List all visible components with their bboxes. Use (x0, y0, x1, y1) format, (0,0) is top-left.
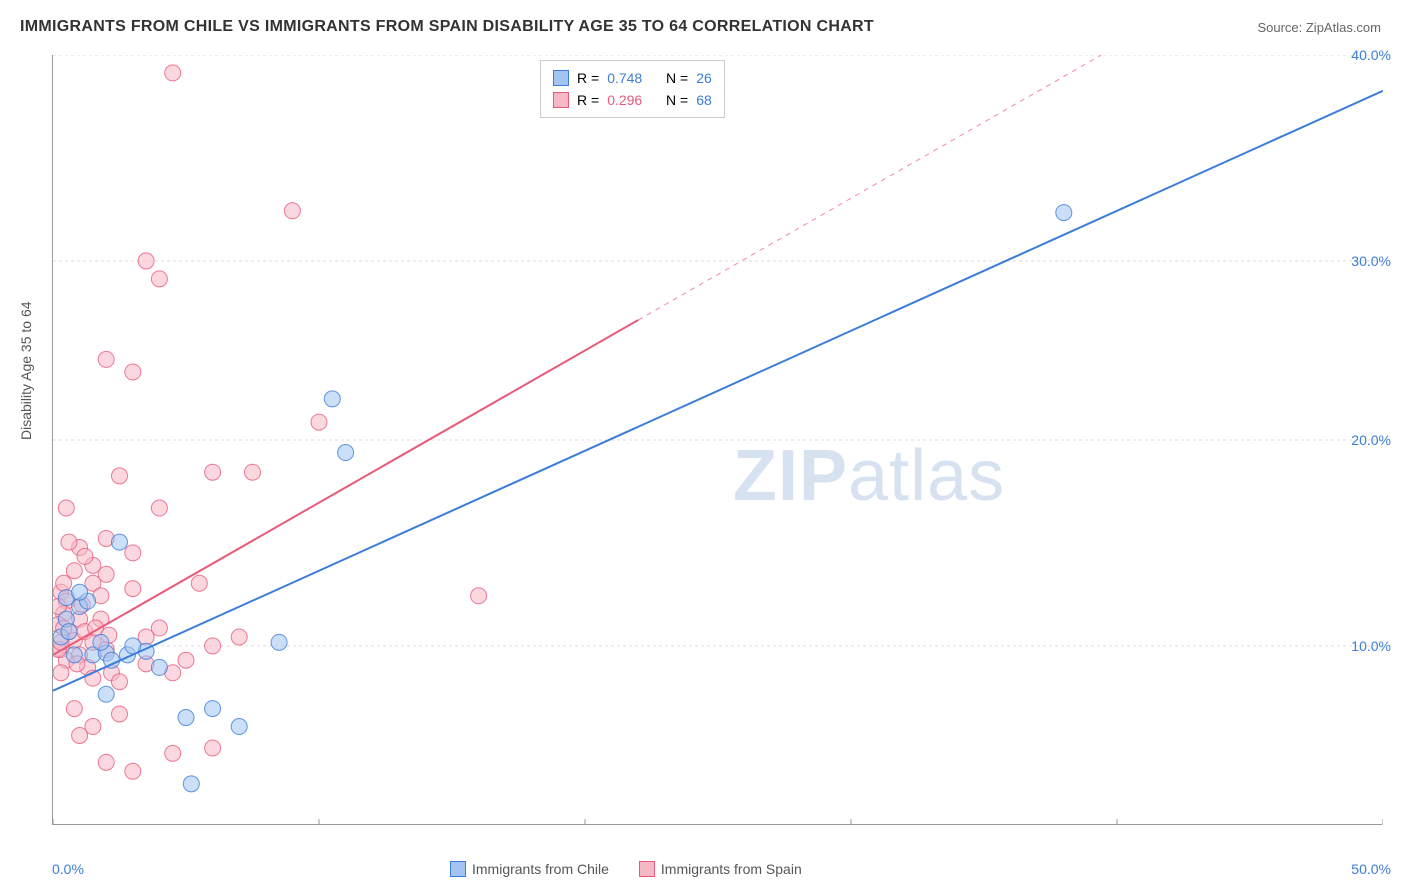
y-tick-label: 40.0% (1351, 47, 1391, 63)
r-label: R = (577, 89, 599, 111)
n-value-spain: 68 (696, 89, 712, 111)
n-label: N = (666, 89, 688, 111)
x-tick-right: 50.0% (1351, 861, 1391, 877)
legend-label-chile: Immigrants from Chile (472, 861, 609, 877)
swatch-spain-icon (639, 861, 655, 877)
legend-row-chile: R = 0.748 N = 26 (553, 67, 712, 89)
swatch-spain (553, 92, 569, 108)
legend-row-spain: R = 0.296 N = 68 (553, 89, 712, 111)
y-axis-label: Disability Age 35 to 64 (18, 301, 34, 440)
x-tick-left: 0.0% (52, 861, 84, 877)
scatter-svg (53, 55, 1383, 825)
n-label: N = (666, 67, 688, 89)
series-legend: Immigrants from Chile Immigrants from Sp… (450, 861, 802, 877)
r-value-chile: 0.748 (607, 67, 642, 89)
n-value-chile: 26 (696, 67, 712, 89)
chart-title: IMMIGRANTS FROM CHILE VS IMMIGRANTS FROM… (20, 18, 874, 36)
chart-container: IMMIGRANTS FROM CHILE VS IMMIGRANTS FROM… (0, 0, 1406, 892)
legend-item-chile: Immigrants from Chile (450, 861, 609, 877)
legend-label-spain: Immigrants from Spain (661, 861, 802, 877)
correlation-legend: R = 0.748 N = 26 R = 0.296 N = 68 (540, 60, 725, 118)
source-attribution: Source: ZipAtlas.com (1257, 20, 1381, 35)
source-label: Source: (1257, 20, 1305, 35)
r-value-spain: 0.296 (607, 89, 642, 111)
y-tick-label: 10.0% (1351, 638, 1391, 654)
plot-area: ZIPatlas (52, 55, 1382, 825)
r-label: R = (577, 67, 599, 89)
source-name: ZipAtlas.com (1306, 20, 1381, 35)
swatch-chile (553, 70, 569, 86)
y-tick-label: 30.0% (1351, 253, 1391, 269)
y-tick-label: 20.0% (1351, 432, 1391, 448)
swatch-chile-icon (450, 861, 466, 877)
legend-item-spain: Immigrants from Spain (639, 861, 802, 877)
